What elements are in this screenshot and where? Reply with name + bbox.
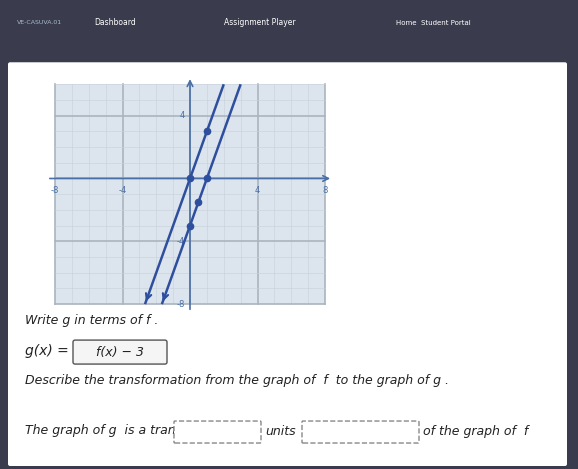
Bar	[55, 84, 325, 304]
Text: 8: 8	[323, 187, 328, 196]
Text: g(x) =: g(x) =	[25, 344, 73, 358]
FancyBboxPatch shape	[73, 340, 167, 364]
Text: Write g in terms of f .: Write g in terms of f .	[25, 314, 158, 327]
FancyBboxPatch shape	[174, 421, 261, 443]
Text: Dashboard: Dashboard	[95, 18, 136, 27]
Text: 4: 4	[180, 111, 185, 120]
Text: Home  Student Portal: Home Student Portal	[396, 20, 471, 25]
Text: of the graph of  f: of the graph of f	[423, 424, 528, 438]
Text: -4: -4	[177, 237, 185, 246]
FancyBboxPatch shape	[302, 421, 419, 443]
Text: The graph of g  is a translation: The graph of g is a translation	[25, 424, 217, 437]
Text: Assignment Player: Assignment Player	[224, 18, 296, 27]
Text: VE-CASUVA.01: VE-CASUVA.01	[17, 20, 62, 25]
Text: -8: -8	[177, 300, 185, 309]
Text: -8: -8	[51, 187, 59, 196]
Text: 4: 4	[255, 187, 260, 196]
Text: -4: -4	[118, 187, 127, 196]
Text: f(x) − 3: f(x) − 3	[96, 346, 144, 359]
Text: Describe the transformation from the graph of  f  to the graph of g .: Describe the transformation from the gra…	[25, 374, 449, 387]
Text: units: units	[265, 424, 295, 438]
FancyBboxPatch shape	[8, 62, 567, 466]
